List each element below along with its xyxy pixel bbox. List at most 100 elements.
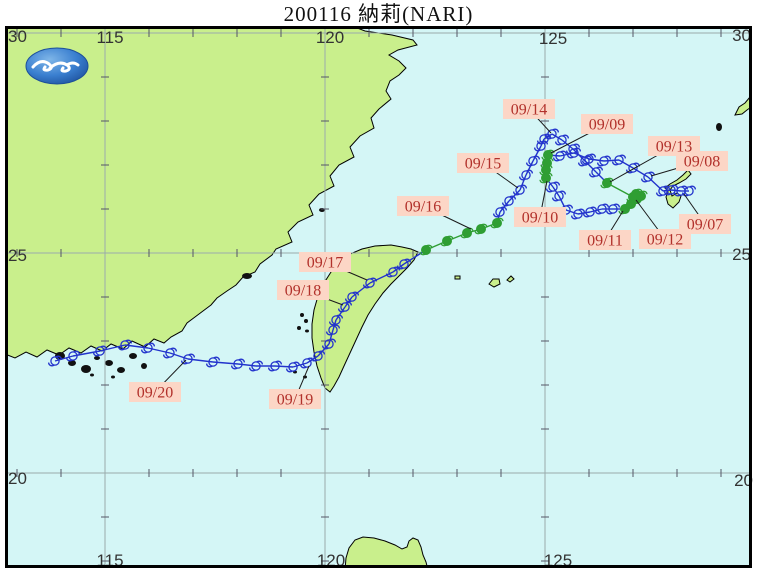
storm-position-symbol [117,339,133,351]
storm-position-symbol [162,347,178,359]
amami-island [734,97,749,116]
storm-position-symbol [566,147,582,159]
okinawa-island [664,169,692,209]
storm-position-symbol [328,314,344,326]
storm-position-symbol [325,324,341,336]
storm-position-symbol [248,360,264,372]
graticule [8,28,749,566]
china-mainland [8,28,418,359]
storm-position-strong [440,235,454,247]
storm-position-symbol [545,181,561,193]
storm-position-symbol [588,166,604,178]
storm-position-strong [539,172,553,184]
ishigaki-island [506,275,515,283]
storm-position-symbol [582,206,598,218]
track-segment [525,160,534,176]
date-label: 09/11 [579,230,631,250]
storm-position-symbol [565,143,581,155]
storm-position-symbol [65,350,81,362]
date-label-text: 09/16 [405,199,441,216]
date-label-text: 09/17 [307,255,343,272]
storm-position-symbol [362,277,378,289]
track-segment [551,133,563,141]
date-label: 09/14 [503,99,555,119]
axis-lat-20-left: 20 [8,469,27,488]
track-segment [54,355,74,362]
storm-position-symbol [230,358,246,370]
date-label-text: 09/19 [277,392,313,409]
track-segment [670,189,682,192]
track-segment [237,363,257,367]
track-segment [519,174,527,191]
date-label: 09/09 [581,114,633,134]
track-segment [618,159,634,169]
storm-track [47,128,697,373]
storm-position-symbol [285,361,301,373]
track-segment [589,208,603,213]
map-border [5,26,752,568]
date-label: 09/12 [639,229,691,249]
date-label-text: 09/09 [589,117,625,134]
axis-lon-120-top: 120 [316,28,344,47]
track-segment [169,352,189,360]
track-segment [499,200,510,213]
date-label: 09/19 [269,389,321,409]
track-segment [565,209,579,215]
storm-position-symbol [611,154,627,166]
storm-position-symbol [655,185,671,197]
storm-position-symbol [518,169,534,181]
storm-position-symbol [673,185,689,197]
date-label-text: 09/20 [137,385,173,402]
storm-position-symbol [577,155,593,167]
track-segment [317,343,330,357]
storm-position-symbol [594,203,610,215]
page-title: 200116 納莉(NARI) [283,2,474,26]
storm-position-symbol [570,208,586,220]
storm-position-symbol [596,155,612,167]
storm-position-symbol [92,345,108,357]
date-label-text: 09/12 [647,232,683,249]
storm-position-symbol [267,360,283,372]
storm-position-symbol [554,134,570,146]
track-segment [552,186,560,197]
cwb-logo-icon [25,47,89,85]
track-segment [335,306,346,321]
date-label-text: 09/07 [687,217,723,234]
date-label: 09/17 [299,252,351,272]
storm-position-symbol [140,342,156,354]
axis-lat-20-right: 20 [734,471,753,490]
storm-position-symbol [385,266,401,278]
storm-position-symbol [205,356,221,368]
date-label: 09/13 [648,136,700,156]
track-segment [532,145,542,162]
storm-position-symbol [344,291,360,303]
luzon-island [344,536,428,566]
track-segment [632,167,649,178]
title-bar: 200116 納莉(NARI) [0,0,757,26]
date-label-text: 09/08 [684,154,720,171]
date-label: 09/18 [277,280,329,300]
miyako-island [488,278,501,288]
track-segment [274,365,294,368]
date-labels: 09/07 09/08 09/09 09/10 09/11 09/12 09/13 09/14… [129,99,731,409]
storm-position-strong [474,223,488,235]
track-segment [328,329,334,345]
storm-position-symbol [492,206,508,218]
storm-position-symbol [47,355,63,367]
storm-position-strong [626,191,640,203]
date-label-text: 09/18 [285,283,321,300]
storm-position-strong [490,217,504,229]
storm-position-symbol [551,190,567,202]
storm-position-strong [600,177,614,189]
storm-position-symbol [533,140,549,152]
storm-position-strong [460,227,474,239]
axis-lat-30-left: 30 [8,27,27,46]
storm-position-symbol [501,195,517,207]
track-segment [508,189,521,202]
track-segment [572,148,586,162]
date-label-text: 09/11 [587,233,623,250]
date-label: 09/20 [129,382,181,402]
date-label-text: 09/14 [511,102,547,119]
